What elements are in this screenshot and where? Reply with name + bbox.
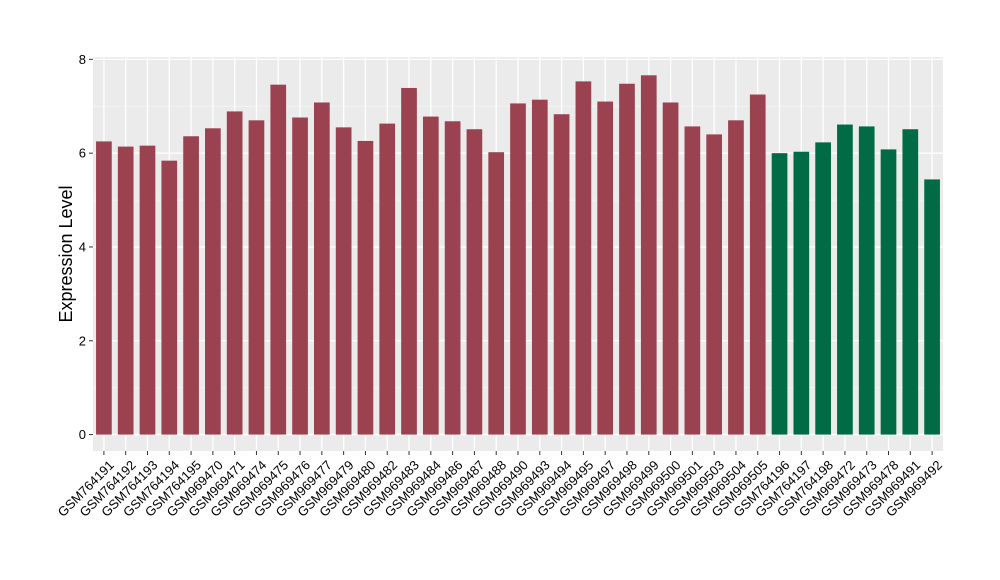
bar-GSM969479: [335, 127, 352, 435]
y-tick-label: 6: [79, 146, 86, 161]
y-tick-label: 2: [79, 333, 86, 348]
y-tick-label: 4: [79, 239, 86, 254]
bar-GSM969476: [292, 117, 308, 435]
bar-GSM969499: [640, 75, 657, 435]
bar-GSM969492: [924, 179, 940, 435]
bar-GSM764197: [793, 151, 810, 435]
bar-GSM969484: [422, 116, 439, 435]
bar-GSM969500: [662, 102, 679, 435]
bar-GSM969470: [205, 128, 221, 435]
bar-GSM969473: [858, 126, 875, 435]
bar-GSM969487: [466, 129, 483, 435]
bar-GSM969505: [749, 94, 766, 435]
bar-GSM969483: [401, 87, 417, 435]
bar-GSM969482: [379, 123, 396, 435]
bar-GSM969495: [575, 81, 592, 435]
bar-GSM969493: [531, 99, 548, 435]
x-axis: GSM764191GSM764192GSM764193GSM764194GSM7…: [55, 451, 945, 520]
y-tick-label: 8: [79, 52, 86, 67]
bar-GSM764194: [161, 160, 178, 435]
bar-GSM764191: [96, 141, 112, 435]
bar-GSM969486: [444, 121, 461, 435]
bar-GSM764192: [117, 146, 134, 435]
bar-GSM764195: [183, 136, 199, 435]
bar-GSM969471: [226, 111, 243, 435]
bar-GSM969497: [597, 101, 614, 435]
bar-GSM764193: [139, 145, 156, 435]
bar-GSM969498: [619, 83, 635, 435]
bar-GSM969488: [488, 152, 505, 435]
bar-GSM764198: [815, 142, 831, 435]
bar-GSM969490: [510, 103, 526, 435]
y-axis: 0 2 4 6 8: [79, 52, 93, 442]
bar-GSM969475: [270, 84, 287, 435]
bar-GSM969503: [706, 134, 722, 435]
bar-GSM969494: [553, 114, 570, 435]
bar-GSM969472: [837, 124, 853, 435]
bars: [96, 75, 940, 435]
bar-GSM969477: [314, 102, 330, 435]
bar-GSM969478: [880, 149, 897, 435]
bar-GSM969501: [684, 126, 701, 435]
bar-GSM969480: [357, 140, 374, 435]
bar-GSM969504: [728, 120, 744, 435]
bar-GSM969474: [248, 120, 265, 435]
y-tick-label: 0: [79, 427, 86, 442]
bar-GSM764196: [771, 153, 788, 435]
y-axis-title: Expression Level: [56, 185, 76, 322]
bar-GSM969491: [902, 129, 919, 435]
